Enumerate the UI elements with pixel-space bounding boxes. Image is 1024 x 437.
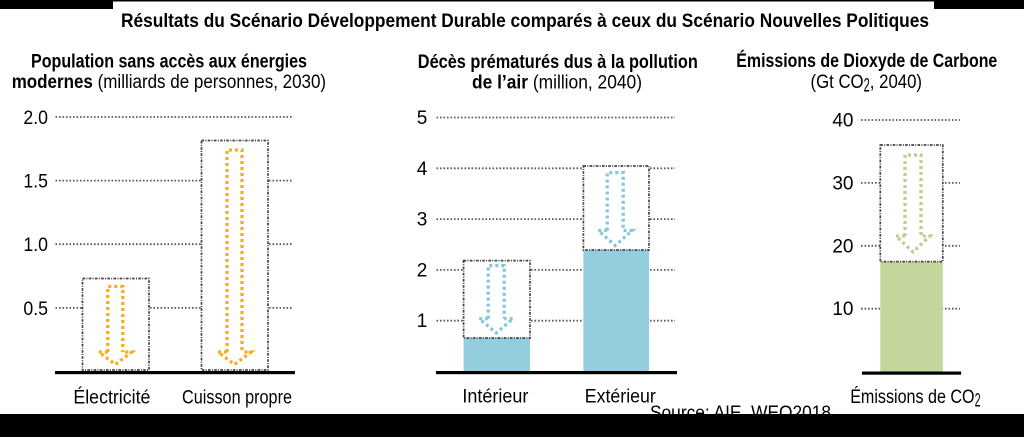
svg-text:Cuisson propre: Cuisson propre bbox=[182, 388, 292, 409]
svg-text:(million, 2040): (million, 2040) bbox=[528, 72, 642, 93]
svg-text:40: 40 bbox=[832, 111, 853, 132]
svg-text:modernes: modernes bbox=[12, 72, 93, 93]
svg-text:, 2040): , 2040) bbox=[870, 72, 922, 93]
svg-text:2: 2 bbox=[975, 391, 981, 412]
svg-text:Émissions de Dioxyde de Carbon: Émissions de Dioxyde de Carbone bbox=[736, 50, 997, 72]
svg-text:Intérieur: Intérieur bbox=[462, 387, 529, 408]
svg-text:5: 5 bbox=[417, 108, 428, 129]
svg-text:(Gt CO: (Gt CO bbox=[811, 72, 864, 93]
svg-text:(milliards de personnes, 2030): (milliards de personnes, 2030) bbox=[93, 72, 326, 93]
svg-text:Émissions de CO: Émissions de CO bbox=[850, 387, 974, 408]
svg-text:10: 10 bbox=[832, 299, 853, 320]
svg-text:Décès prématurés dus à la poll: Décès prématurés dus à la pollution bbox=[418, 52, 698, 73]
svg-text:0.5: 0.5 bbox=[23, 299, 48, 320]
svg-text:Électricité: Électricité bbox=[73, 388, 150, 409]
svg-text:2.0: 2.0 bbox=[23, 108, 48, 129]
svg-text:3: 3 bbox=[417, 210, 428, 231]
svg-text:1.5: 1.5 bbox=[23, 172, 48, 193]
svg-text:20: 20 bbox=[832, 236, 853, 257]
svg-text:30: 30 bbox=[832, 173, 853, 194]
svg-text:Extérieur: Extérieur bbox=[585, 387, 657, 408]
svg-text:1.0: 1.0 bbox=[23, 235, 48, 256]
svg-text:2: 2 bbox=[864, 76, 870, 97]
svg-text:1: 1 bbox=[417, 311, 428, 332]
svg-text:4: 4 bbox=[417, 159, 428, 180]
svg-text:2: 2 bbox=[417, 260, 428, 281]
svg-text:Résultats du Scénario Développ: Résultats du Scénario Développement Dura… bbox=[121, 11, 929, 32]
svg-text:de l’air: de l’air bbox=[472, 72, 529, 93]
svg-text:Population sans accès aux éner: Population sans accès aux énergies bbox=[31, 52, 307, 73]
